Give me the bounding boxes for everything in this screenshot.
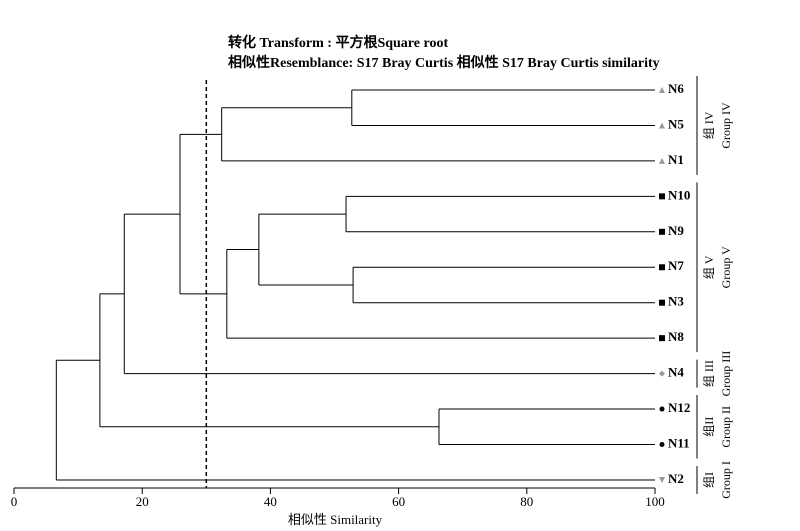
leaf-label: N4: [668, 365, 684, 380]
leaf-marker: [659, 193, 665, 200]
leaf-label: N11: [668, 435, 690, 450]
group-label-cn: 组 V: [702, 255, 716, 279]
leaf-label: N6: [668, 81, 684, 96]
leaf-label: N7: [668, 258, 684, 273]
leaf-marker: [659, 157, 665, 164]
leaf-marker: [659, 335, 665, 342]
leaf-marker: [659, 122, 665, 129]
leaf-label: N2: [668, 471, 684, 486]
group-label-en: Group II: [719, 406, 733, 448]
x-axis-label: 相似性 Similarity: [288, 512, 383, 527]
chart-subtitle: 相似性Resemblance: S17 Bray Curtis 相似性 S17 …: [228, 54, 660, 71]
x-tick-label: 20: [136, 494, 149, 509]
group-label-en: Group V: [719, 246, 733, 288]
group-label-en: Group I: [719, 461, 733, 499]
x-tick-label: 40: [264, 494, 277, 509]
leaf-marker: [659, 406, 665, 412]
leaf-label: N5: [668, 116, 684, 131]
group-label-en: Group III: [719, 351, 733, 397]
x-tick-label: 100: [645, 494, 665, 509]
leaf-marker: [659, 228, 665, 235]
leaf-marker: [659, 370, 665, 377]
leaf-marker: [659, 87, 665, 93]
leaf-marker: [659, 264, 665, 271]
leaf-label: N8: [668, 329, 684, 344]
x-tick-label: 80: [520, 494, 533, 509]
group-label-cn: 组I: [702, 472, 716, 488]
chart-title: 转化 Transform : 平方根Square root: [228, 34, 448, 51]
group-label-cn: 组 IV: [702, 111, 716, 139]
leaf-label: N3: [668, 294, 684, 309]
x-tick-label: 60: [392, 494, 405, 509]
group-label-en: Group IV: [719, 102, 733, 149]
leaf-label: N10: [668, 187, 690, 202]
leaf-marker: [659, 476, 665, 483]
leaf-label: N1: [668, 152, 684, 167]
group-label-cn: 组 III: [702, 360, 716, 387]
leaf-label: N12: [668, 400, 690, 415]
x-tick-label: 0: [11, 494, 18, 509]
group-label-cn: 组II: [702, 417, 716, 437]
leaf-marker: [659, 442, 665, 447]
leaf-marker: [659, 299, 665, 306]
leaf-label: N9: [668, 223, 684, 238]
